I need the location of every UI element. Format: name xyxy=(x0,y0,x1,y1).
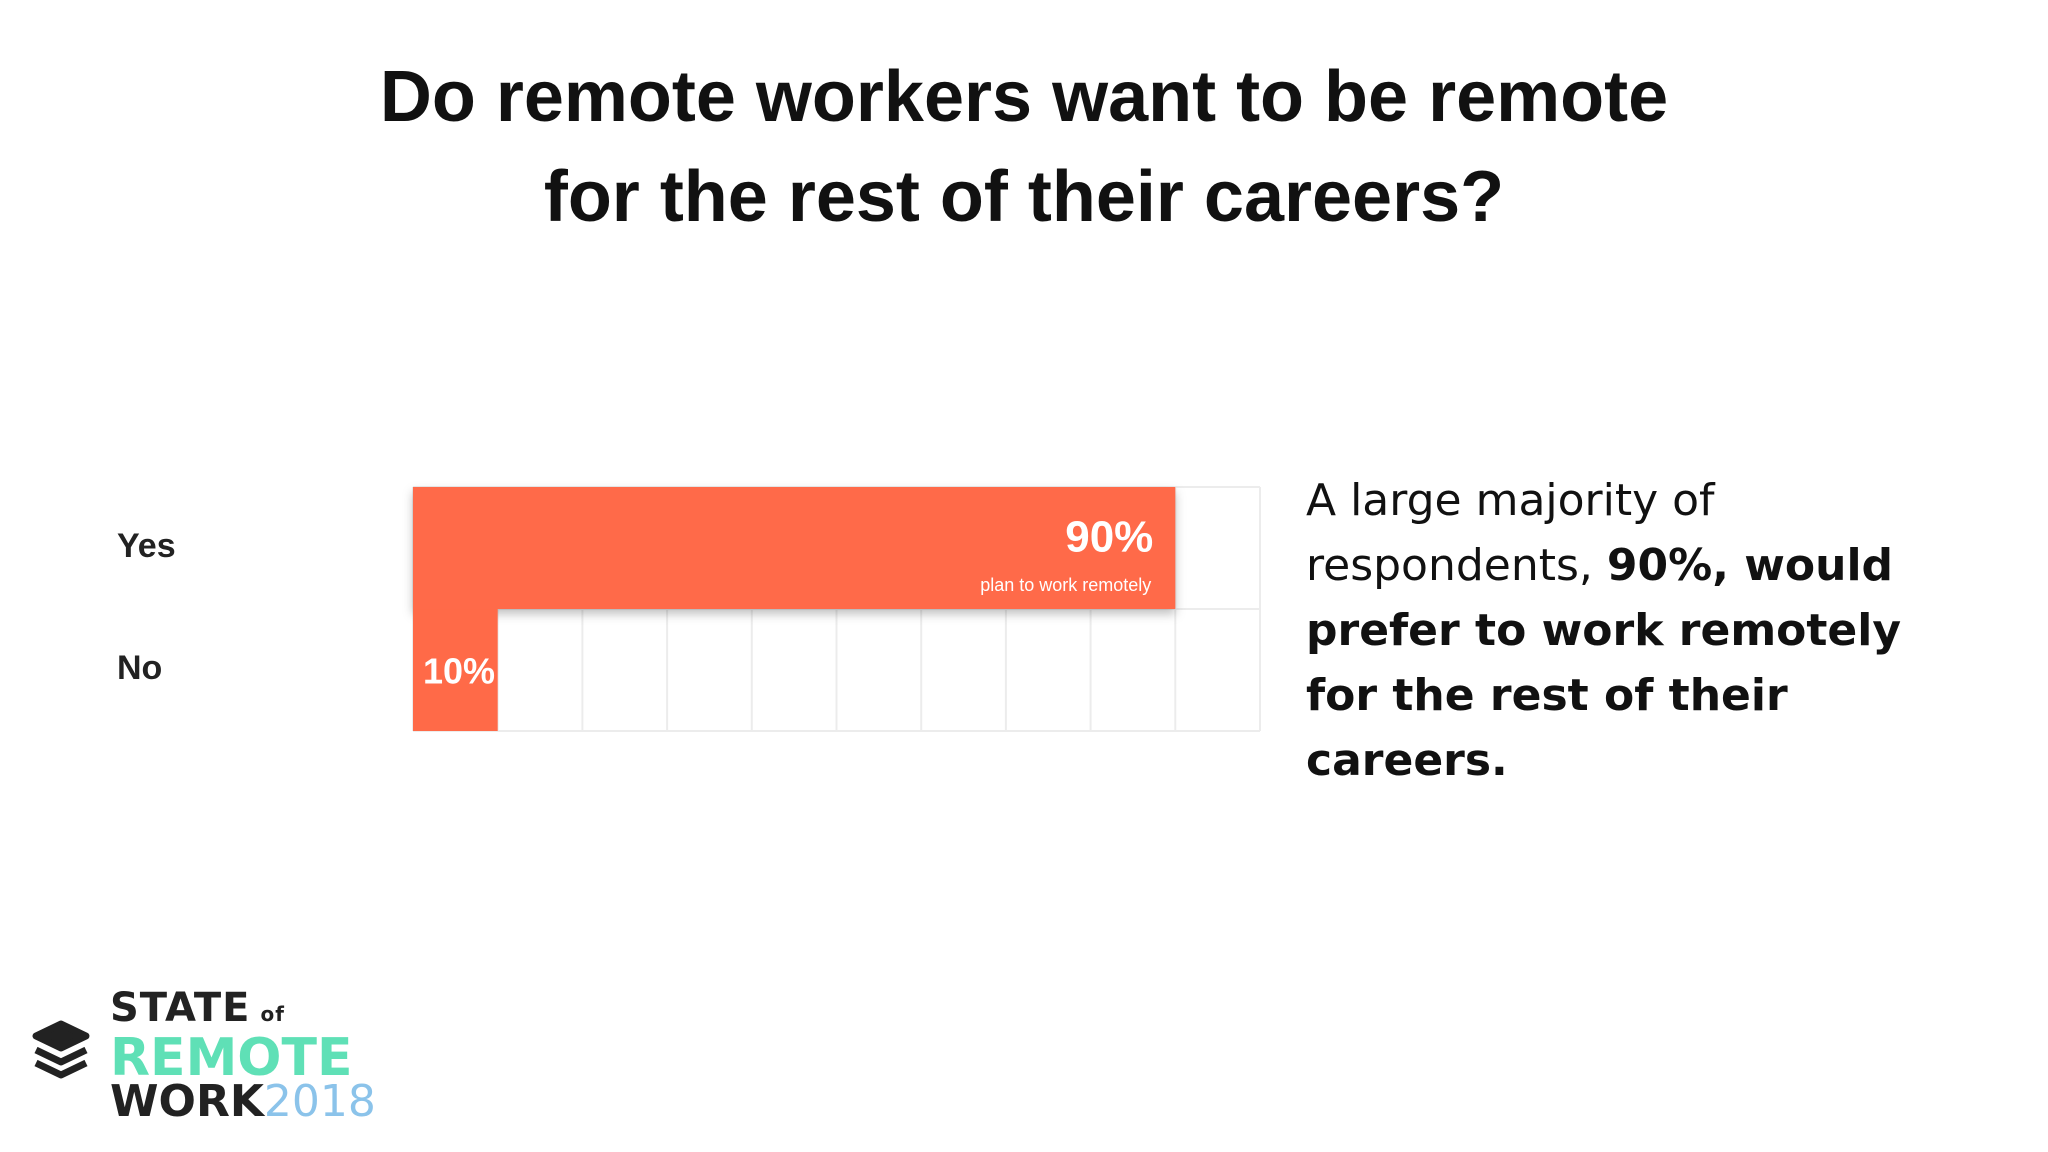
value-label: 10% xyxy=(423,651,495,692)
value-sublabel: plan to work remotely xyxy=(980,575,1151,595)
chart-title: Do remote workers want to be remote xyxy=(380,57,1668,137)
chart-title: for the rest of their careers? xyxy=(544,157,1504,237)
annotation-text: A large majority of respondents, xyxy=(1306,475,1715,591)
logo: STATE of REMOTE WORK2018 xyxy=(110,986,376,1124)
bar xyxy=(413,609,498,731)
logo-text: STATE xyxy=(110,985,251,1031)
logo-text: WORK xyxy=(110,1076,264,1127)
logo-year: 2018 xyxy=(263,1076,376,1127)
logo-icon xyxy=(32,1020,90,1079)
value-label: 90% xyxy=(1065,513,1153,562)
logo-line: WORK2018 xyxy=(110,1080,376,1124)
y-tick-label: No xyxy=(117,649,162,687)
annotation: A large majority of respondents, 90%, wo… xyxy=(1306,468,1926,793)
logo-line: STATE of xyxy=(110,986,376,1036)
y-tick-label: Yes xyxy=(117,527,176,565)
logo-text: REMOTE xyxy=(110,1028,353,1088)
annotation-emphasis: 90%, would prefer to work remotely for t… xyxy=(1306,540,1902,786)
bar xyxy=(413,487,1176,609)
logo-text: of xyxy=(260,1002,285,1026)
